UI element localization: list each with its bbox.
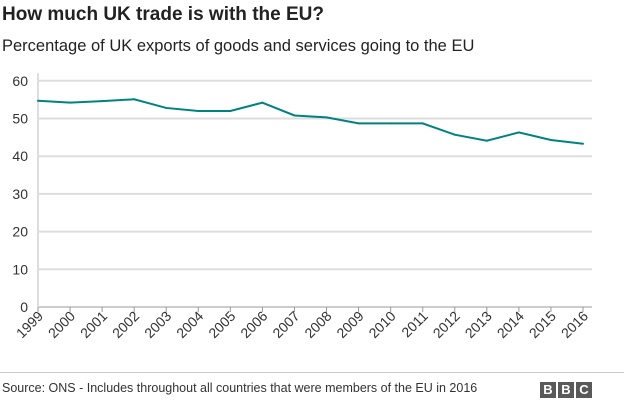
data-point bbox=[549, 138, 552, 141]
data-point bbox=[582, 142, 584, 145]
y-tick-label: 60 bbox=[12, 73, 28, 89]
logo-letter: C bbox=[576, 382, 592, 398]
x-tick-label: 2006 bbox=[237, 308, 270, 341]
data-point bbox=[133, 98, 136, 101]
line-chart: 0102030405060199920002001200220032004200… bbox=[12, 73, 592, 341]
series-line bbox=[37, 98, 584, 145]
x-tick-label: 2010 bbox=[365, 308, 398, 341]
data-point bbox=[517, 131, 520, 134]
x-tick-label: 2002 bbox=[109, 308, 142, 341]
y-tick-label: 20 bbox=[12, 224, 28, 240]
y-tick-label: 50 bbox=[12, 111, 28, 127]
x-tick-label: 2014 bbox=[494, 308, 527, 341]
data-point bbox=[37, 99, 39, 102]
data-point bbox=[325, 116, 328, 119]
y-tick-label: 10 bbox=[12, 261, 28, 277]
data-point bbox=[197, 109, 200, 112]
data-point bbox=[101, 100, 104, 103]
data-point bbox=[389, 122, 392, 125]
y-tick-label: 0 bbox=[20, 299, 28, 315]
x-tick-label: 2001 bbox=[77, 308, 110, 341]
x-tick-label: 2003 bbox=[141, 308, 174, 341]
data-point bbox=[357, 122, 360, 125]
x-tick-label: 2008 bbox=[301, 308, 334, 341]
chart-subtitle: Percentage of UK exports of goods and se… bbox=[2, 37, 475, 55]
x-tick-label: 2004 bbox=[173, 308, 206, 341]
data-point bbox=[261, 101, 264, 104]
data-point bbox=[165, 106, 168, 109]
x-tick-label: 2015 bbox=[526, 308, 559, 341]
logo-letter: B bbox=[540, 382, 556, 398]
data-point bbox=[69, 101, 72, 104]
x-tick-label: 2012 bbox=[430, 308, 463, 341]
x-tick-label: 1999 bbox=[13, 308, 46, 341]
x-tick-label: 2009 bbox=[333, 308, 366, 341]
data-point bbox=[453, 133, 456, 136]
chart-title: How much UK trade is with the EU? bbox=[2, 4, 324, 25]
footer-divider bbox=[0, 372, 624, 373]
data-point bbox=[485, 139, 488, 142]
source-note: Source: ONS - Includes throughout all co… bbox=[2, 381, 478, 395]
y-tick-label: 30 bbox=[12, 186, 28, 202]
x-tick-label: 2013 bbox=[462, 308, 495, 341]
data-point bbox=[229, 109, 232, 112]
logo-letter: B bbox=[558, 382, 574, 398]
x-tick-label: 2005 bbox=[205, 308, 238, 341]
x-tick-label: 2011 bbox=[398, 308, 431, 341]
bbc-logo: B B C bbox=[540, 382, 592, 398]
data-point bbox=[421, 122, 424, 125]
data-point bbox=[293, 114, 296, 117]
y-tick-label: 40 bbox=[12, 148, 28, 164]
x-tick-label: 2007 bbox=[269, 308, 302, 341]
x-tick-label: 2000 bbox=[45, 308, 78, 341]
x-tick-label: 2016 bbox=[558, 308, 591, 341]
